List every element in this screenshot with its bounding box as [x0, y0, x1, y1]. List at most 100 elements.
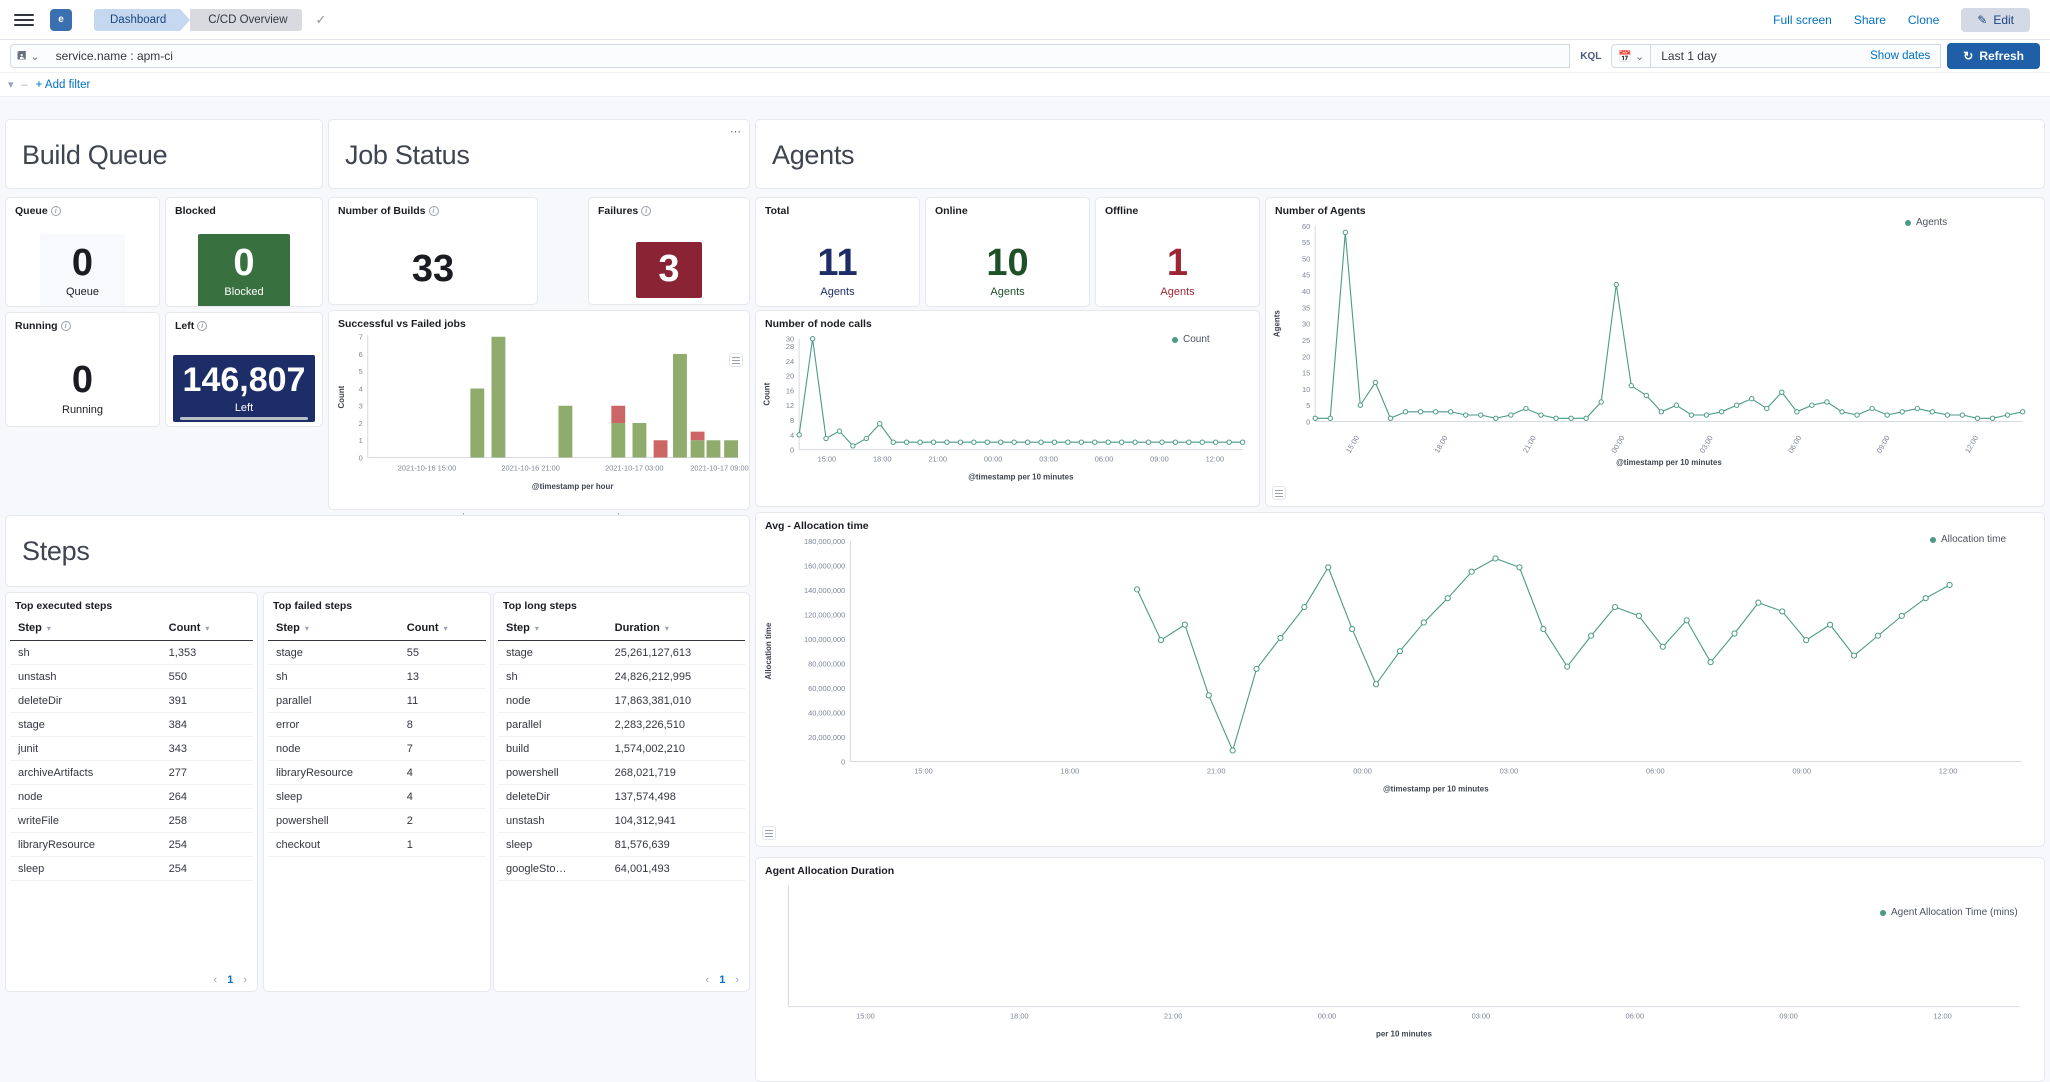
panel-offline-agents[interactable]: Offline 1 Agents: [1095, 197, 1260, 307]
table-row[interactable]: build 1,574,002,210: [498, 736, 745, 761]
full-screen-button[interactable]: Full screen: [1773, 12, 1832, 27]
legend-allocation-time[interactable]: Allocation time: [1930, 534, 2006, 545]
table-row[interactable]: node 17,863,381,010: [498, 688, 745, 713]
table-row[interactable]: error 8: [268, 712, 486, 737]
resize-handle[interactable]: [180, 417, 308, 420]
next-page-button[interactable]: ›: [735, 974, 739, 986]
table-row[interactable]: parallel 2,283,226,510: [498, 712, 745, 737]
add-filter-button[interactable]: + Add filter: [35, 78, 91, 91]
table-row[interactable]: libraryResource 254: [10, 832, 253, 857]
table-row[interactable]: deleteDir 137,574,498: [498, 784, 745, 809]
table-row[interactable]: checkout 1: [268, 832, 486, 857]
column-header-step[interactable]: Step ▾: [268, 615, 399, 641]
legend-toggle-icon[interactable]: [762, 826, 776, 840]
breadcrumb-dashboard[interactable]: Dashboard: [94, 8, 191, 31]
table-row[interactable]: node 7: [268, 736, 486, 761]
table-cell: 391: [160, 688, 253, 713]
elastic-logo[interactable]: e: [50, 8, 72, 31]
info-icon[interactable]: i: [428, 206, 439, 216]
panel-node-calls[interactable]: Number of node calls 0 4 8 12 16 20 24 28 30 15:0…: [755, 310, 1260, 507]
legend-count[interactable]: Count: [1172, 334, 1210, 345]
next-page-button[interactable]: ›: [243, 974, 247, 986]
prev-page-button[interactable]: ‹: [705, 974, 710, 986]
column-header-count[interactable]: Count ▾: [160, 615, 253, 641]
table-row[interactable]: parallel 11: [268, 688, 486, 713]
panel-blocked[interactable]: Blocked 0 Blocked: [165, 197, 323, 307]
show-dates-button[interactable]: Show dates: [1870, 50, 1931, 62]
panel-total-agents[interactable]: Total 11 Agents: [755, 197, 920, 307]
kql-badge[interactable]: KQL: [1580, 50, 1602, 62]
panel-top-executed-steps[interactable]: Top executed steps Step ▾ Count ▾ sh 1,353 u…: [5, 592, 258, 992]
table-row[interactable]: unstash 550: [10, 664, 253, 689]
panel-avg-allocation-time[interactable]: Avg - Allocation time 0 20,000,000 40,000,…: [755, 512, 2045, 847]
panel-number-of-agents[interactable]: Number of Agents 0 5 10 15 20 25 30 35 40 45 50 55 6…: [1265, 197, 2045, 507]
sort-chevron-icon[interactable]: ▾: [534, 624, 539, 633]
table-row[interactable]: stage 384: [10, 712, 253, 737]
table-row[interactable]: node 264: [10, 784, 253, 809]
table-row[interactable]: sh 13: [268, 664, 486, 689]
table-row[interactable]: stage 55: [268, 640, 486, 665]
table-row[interactable]: powershell 268,021,719: [498, 760, 745, 785]
column-header-count[interactable]: Count ▾: [398, 615, 486, 641]
svg-text:21:00: 21:00: [1521, 434, 1538, 455]
table-row[interactable]: libraryResource 4: [268, 760, 486, 785]
metric-tile: 11 Agents: [791, 233, 884, 306]
panel-top-failed-steps[interactable]: Top failed steps Step ▾ Count ▾ stage 55 sh 1…: [263, 592, 491, 992]
info-icon[interactable]: i: [197, 321, 208, 331]
panel-agent-allocation-duration[interactable]: Agent Allocation Duration 0 15:00 18:00 21:…: [755, 857, 2045, 1082]
legend-toggle-icon[interactable]: [729, 353, 743, 367]
table-row[interactable]: junit 343: [10, 736, 253, 761]
edit-button[interactable]: ✎ Edit: [1961, 7, 2030, 32]
table-row[interactable]: sh 24,826,212,995: [498, 664, 745, 689]
table-row[interactable]: archiveArtifacts 277: [10, 760, 253, 785]
table-row[interactable]: writeFile 258: [10, 808, 253, 833]
panel-queue[interactable]: Queue i 0 Queue: [5, 197, 160, 307]
menu-icon[interactable]: [14, 13, 34, 26]
search-input[interactable]: service.name : apm-ci: [45, 44, 1571, 68]
column-header-step[interactable]: Step ▾: [10, 615, 161, 641]
panel-running[interactable]: Running i 0 Running: [5, 312, 160, 427]
page-number[interactable]: 1: [719, 974, 726, 986]
svg-text:18:00: 18:00: [873, 454, 892, 463]
column-header-duration[interactable]: Duration ▾: [606, 615, 745, 641]
table-row[interactable]: sh 1,353: [10, 640, 253, 665]
dataview-selector[interactable]: 🖪 ⌄: [10, 44, 46, 68]
panel-top-long-steps[interactable]: Top long steps Step ▾ Duration ▾ stage 25,2…: [493, 592, 750, 992]
sort-chevron-icon[interactable]: ▾: [46, 624, 51, 633]
table-row[interactable]: sleep 254: [10, 856, 253, 881]
sort-chevron-icon[interactable]: ▾: [205, 624, 210, 633]
date-range-field[interactable]: Last 1 day Show dates: [1651, 44, 1942, 68]
refresh-button[interactable]: ↻ Refresh: [1947, 43, 2040, 69]
legend-agents[interactable]: Agents: [1905, 217, 1947, 228]
table-row[interactable]: deleteDir 391: [10, 688, 253, 713]
filter-icon[interactable]: ▾: [8, 79, 14, 91]
panel-failures[interactable]: Failures i 3: [588, 197, 750, 305]
info-icon[interactable]: i: [50, 206, 61, 216]
column-header-step[interactable]: Step ▾: [498, 615, 607, 641]
panel-online-agents[interactable]: Online 10 Agents: [925, 197, 1090, 307]
panel-context-menu-icon[interactable]: ⋯: [730, 126, 742, 138]
clone-button[interactable]: Clone: [1907, 12, 1940, 27]
table-row[interactable]: sleep 4: [268, 784, 486, 809]
calendar-icon-button[interactable]: 📅 ⌄: [1611, 44, 1652, 68]
legend-agent-allocation-time[interactable]: Agent Allocation Time (mins): [1880, 907, 2018, 918]
table-row[interactable]: powershell 2: [268, 808, 486, 833]
panel-successful-vs-failed[interactable]: Successful vs Failed jobs 7 6 5 4 3 2 1 0 2021-1…: [328, 310, 750, 510]
sort-chevron-icon[interactable]: ▾: [304, 624, 309, 633]
prev-page-button[interactable]: ‹: [213, 974, 218, 986]
legend-toggle-icon[interactable]: [1272, 486, 1286, 500]
sort-chevron-icon[interactable]: ▾: [664, 624, 669, 633]
panel-left[interactable]: Left i 146,807 Left: [165, 312, 323, 427]
breadcrumb-current[interactable]: C/CD Overview: [180, 8, 302, 31]
sort-chevron-icon[interactable]: ▾: [443, 624, 448, 633]
table-row[interactable]: unstash 104,312,941: [498, 808, 745, 833]
panel-number-of-builds[interactable]: Number of Builds i 33: [328, 197, 538, 305]
table-row[interactable]: googleSto… 64,001,493: [498, 856, 745, 881]
share-button[interactable]: Share: [1853, 12, 1886, 27]
info-icon[interactable]: i: [641, 206, 652, 216]
table-cell: sleep: [498, 832, 607, 857]
table-row[interactable]: sleep 81,576,639: [498, 832, 745, 857]
table-row[interactable]: stage 25,261,127,613: [498, 640, 745, 665]
page-number[interactable]: 1: [227, 974, 234, 986]
info-icon[interactable]: i: [60, 321, 71, 331]
